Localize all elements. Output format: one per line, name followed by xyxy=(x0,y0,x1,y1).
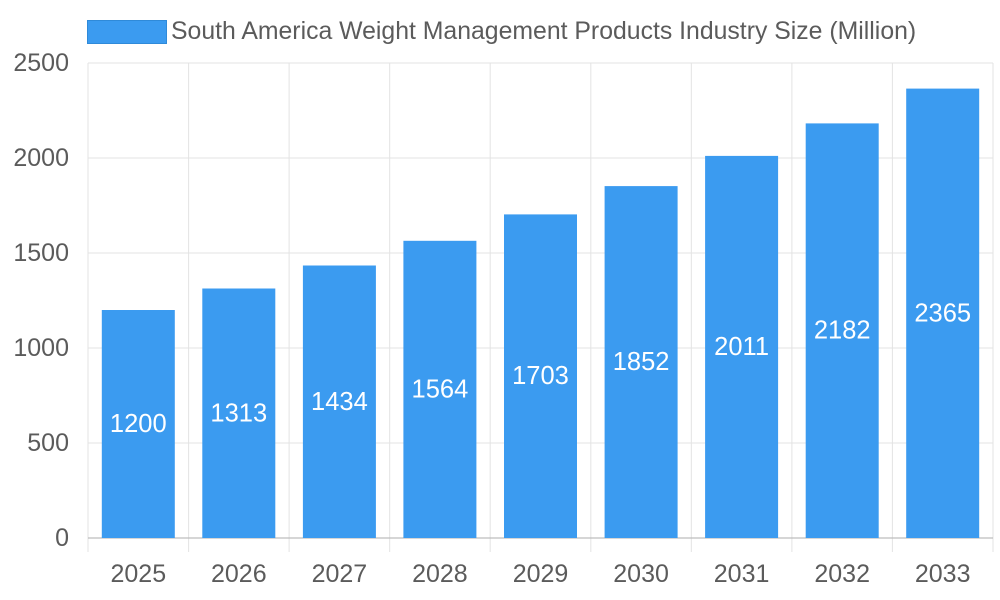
svg-text:2025: 2025 xyxy=(110,560,166,588)
svg-text:1313: 1313 xyxy=(210,399,267,427)
svg-text:1200: 1200 xyxy=(110,410,167,438)
svg-text:2011: 2011 xyxy=(714,333,769,361)
svg-text:1434: 1434 xyxy=(311,388,368,416)
svg-text:2182: 2182 xyxy=(814,317,871,345)
svg-text:2500: 2500 xyxy=(13,49,69,77)
svg-text:2033: 2033 xyxy=(915,560,971,588)
svg-text:2031: 2031 xyxy=(714,560,770,588)
svg-text:2000: 2000 xyxy=(13,144,69,172)
svg-text:1703: 1703 xyxy=(512,362,569,390)
svg-text:2029: 2029 xyxy=(513,560,569,588)
svg-text:1852: 1852 xyxy=(613,348,670,376)
svg-text:2365: 2365 xyxy=(914,299,971,327)
svg-text:0: 0 xyxy=(55,524,69,552)
svg-text:2032: 2032 xyxy=(814,560,870,588)
svg-text:2028: 2028 xyxy=(412,560,468,588)
svg-text:2030: 2030 xyxy=(613,560,669,588)
svg-text:1564: 1564 xyxy=(412,375,469,403)
svg-text:2027: 2027 xyxy=(312,560,368,588)
svg-text:1000: 1000 xyxy=(13,334,69,362)
svg-text:500: 500 xyxy=(27,429,69,457)
svg-text:1500: 1500 xyxy=(13,239,69,267)
svg-text:2026: 2026 xyxy=(211,560,267,588)
